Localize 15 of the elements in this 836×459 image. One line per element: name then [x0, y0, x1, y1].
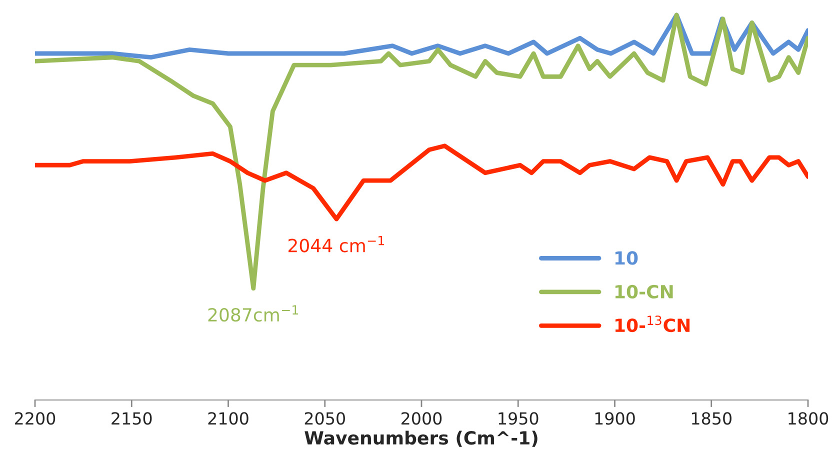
x-tick-label: 1800	[788, 412, 828, 425]
legend-label: 10	[615, 251, 638, 265]
annotation: 2087cm$^{−1}$	[208, 305, 298, 322]
x-tick-label: 1900	[595, 412, 635, 425]
legend-label: 10-CN	[615, 284, 673, 299]
annotation: 2044 cm$^{−1}$	[288, 236, 384, 252]
x-tick-label: 1950	[498, 412, 538, 425]
x-axis-title: Wavenumbers (Cm^-1)	[304, 430, 538, 447]
legend-label: 10-$^{13}$CN	[615, 316, 690, 332]
x-tick-label: 2000	[402, 412, 442, 425]
x-tick-label: 1850	[692, 412, 732, 425]
x-tick-label: 2150	[112, 412, 152, 425]
x-tick-label: 2050	[304, 412, 345, 425]
x-tick-label: 2100	[208, 412, 248, 425]
x-tick-label: 2200	[15, 412, 56, 425]
